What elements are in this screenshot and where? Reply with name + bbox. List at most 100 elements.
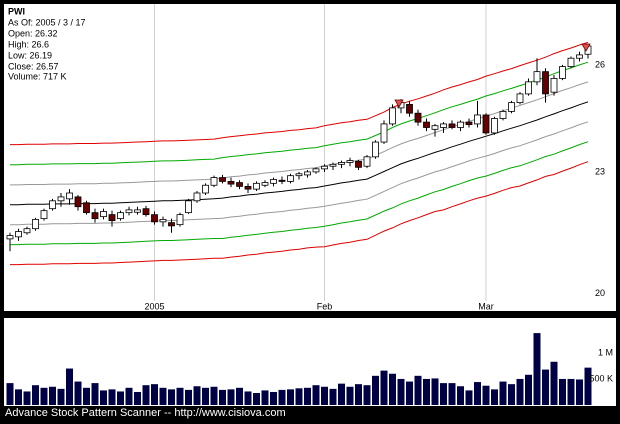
volume-bar [457,386,464,405]
volume-bar [448,383,456,405]
ticker: PWI [8,6,25,16]
volume-bar [338,383,345,405]
band-line [10,41,589,146]
candle-body [423,121,430,128]
volume-bar [431,378,439,405]
volume-bar [482,385,490,405]
volume-bar [49,386,56,405]
volume-bar [329,388,337,405]
volume-bar [499,381,507,405]
volume-bar [355,384,362,405]
candle-body [414,112,422,123]
info-line: Close: 26.57 [8,61,59,71]
candle-body [508,102,515,112]
candle-body [49,200,56,210]
candle-body [202,184,209,194]
info-line: Low: 26.19 [8,50,52,60]
candle-body [576,54,583,59]
volume-bar [193,386,201,405]
candle-body [363,156,371,167]
volume-bar [584,367,592,405]
candle-body [32,219,39,230]
candle-body [474,114,481,125]
candle-body [431,125,439,130]
info-line: High: 26.6 [8,39,49,49]
volume-bar [125,387,133,405]
bands [10,41,589,266]
volume-bar [508,384,515,405]
volume-bar [525,374,532,405]
info-line: Open: 26.32 [8,28,58,38]
volume-bar [185,389,192,405]
candle-body [15,231,22,238]
volume-bar [533,333,541,405]
volume-bar [83,387,90,405]
candle-body [346,160,354,163]
volume-bar [176,387,184,405]
footer: Advance Stock Pattern Scanner -- http://… [5,407,286,419]
candle-body [227,181,235,185]
volume-bar [134,391,141,405]
volume-bar [6,383,14,405]
volume-bar [295,388,303,405]
x-tick-label: 2005 [144,301,164,311]
candle-body [108,214,116,222]
band-line [10,141,589,246]
candle-body [278,179,286,182]
candle-body [457,121,464,128]
candle-body [210,177,218,186]
volume-bar [491,389,498,405]
band-line [10,101,589,206]
candle-body [57,196,65,202]
candle-body [287,175,294,182]
candle-body [559,66,566,79]
candle-body [406,103,413,114]
volume-bar [236,387,243,405]
candle-body [355,160,362,168]
candle-body [66,192,73,200]
volume-bar [40,387,48,405]
volume-bar [346,386,354,405]
candle-body [6,235,14,240]
x-tick-label: Mar [478,301,494,311]
candle-body [176,214,184,226]
band-line [10,161,589,266]
candle-body [525,81,532,95]
volume-bar [567,378,575,405]
candle-body [100,211,107,218]
volume-bar [66,368,73,405]
volume-bar [108,389,116,405]
volume-bar [117,391,124,405]
volume-bar [380,370,388,405]
candle-body [125,209,133,214]
volume-bar [32,385,39,405]
band-line [10,121,589,226]
candle-body [270,179,277,184]
candle-body [142,208,150,216]
volume-bar [91,383,99,405]
candle-body [499,111,507,119]
candle-body [244,186,252,190]
candle-body [533,71,541,83]
candle-body [516,93,524,104]
volume-bar [312,385,320,405]
candle-body [491,118,498,134]
candle-body [151,214,158,223]
signal-marker [581,43,591,52]
volume-bar [304,387,311,405]
candle-body [389,107,396,125]
volume-bar [23,391,31,405]
volume-bar [15,389,22,405]
candle-body [261,182,269,186]
volume-bar [423,378,430,405]
signal-marker [394,99,404,108]
volume-bar [219,389,226,405]
volume-bar [559,378,566,405]
volume-bars [6,333,592,405]
volume-bar [465,390,473,405]
volume-bar [542,369,549,405]
volume-bar [159,387,167,405]
candle-body [550,78,558,93]
volume-bar [227,389,235,405]
